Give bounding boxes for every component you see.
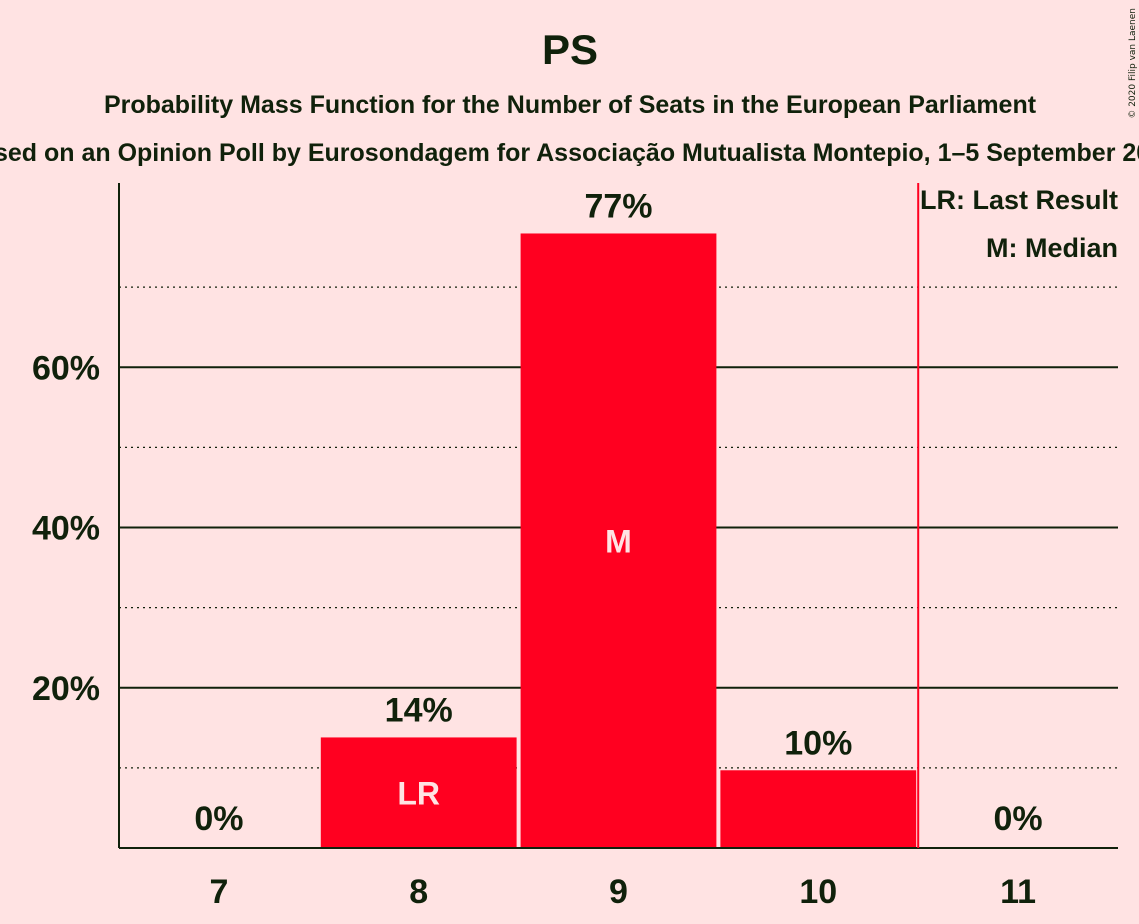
legend-median: M: Median: [986, 233, 1118, 263]
bars: [320, 233, 917, 849]
x-tick-label: 7: [209, 873, 228, 911]
copyright-notice: © 2020 Filip van Laenen: [1128, 8, 1138, 119]
x-tick-label: 9: [609, 873, 628, 911]
y-tick-label: 40%: [32, 510, 100, 548]
y-tick-label: 60%: [32, 349, 100, 387]
labels: 20% 40% 60% 0% 7 14% LR 8 77% M 9 10% 10 0% 11: [32, 187, 1043, 911]
value-label-7: 0%: [194, 800, 243, 838]
bar-10: [720, 770, 917, 848]
x-tick-label: 8: [409, 873, 428, 911]
y-tick-label: 20%: [32, 670, 100, 708]
bar-8: [320, 737, 517, 848]
bar-marker-m: M: [605, 524, 632, 560]
chart-subtitle: Probability Mass Function for the Number…: [104, 91, 1037, 119]
bar-9: [520, 233, 717, 849]
value-label-9: 77%: [584, 187, 652, 225]
axes: [118, 183, 1118, 849]
x-tick-label: 10: [799, 873, 837, 911]
legend-last-result: LR: Last Result: [920, 185, 1118, 215]
bar-marker-lr: LR: [397, 776, 440, 812]
x-tick-label: 11: [1000, 873, 1036, 911]
value-label-8: 14%: [385, 691, 453, 729]
chart-subtitle-poll: Based on an Opinion Poll by Eurosondagem…: [0, 139, 1139, 167]
value-label-10: 10%: [784, 724, 852, 762]
value-label-11: 0%: [994, 800, 1043, 838]
chart-title: PS: [542, 26, 598, 73]
